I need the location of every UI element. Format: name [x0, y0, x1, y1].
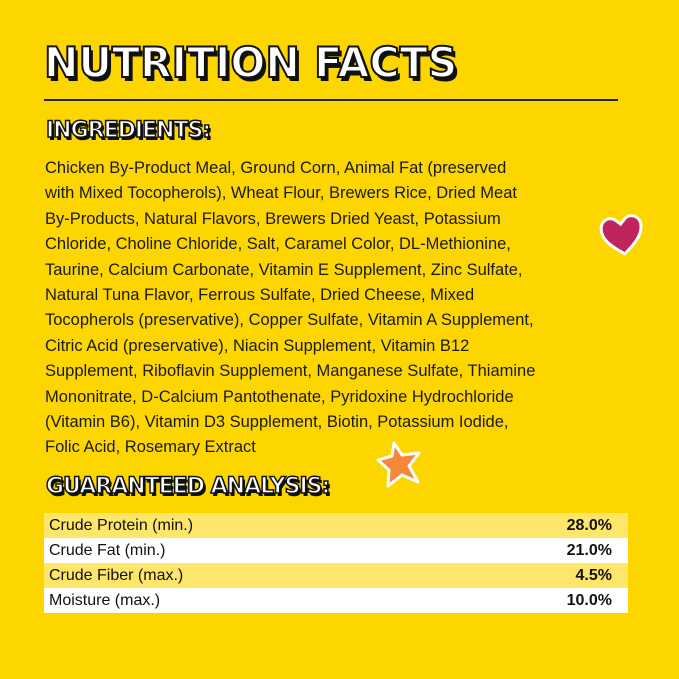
ingredients-line: Chloride, Choline Chloride, Salt, Carame… — [45, 235, 511, 254]
ingredients-line: (Vitamin B6), Vitamin D3 Supplement, Bio… — [45, 413, 509, 432]
ingredients-line: Taurine, Calcium Carbonate, Vitamin E Su… — [45, 260, 523, 279]
ingredients-line: Citric Acid (preservative), Niacin Suppl… — [45, 336, 470, 355]
row-label: Crude Fat (min.) — [49, 541, 166, 559]
table-row: Crude Protein (min.) 28.0% — [44, 513, 628, 538]
ingredients-text: Chicken By-Product Meal, Ground Corn, An… — [45, 156, 535, 461]
table-row: Crude Fat (min.) 21.0% — [44, 538, 628, 563]
row-value: 28.0% — [566, 516, 612, 534]
star-icon — [376, 441, 421, 488]
ingredients-line: Chicken By-Product Meal, Ground Corn, An… — [45, 159, 507, 177]
row-label: Crude Fiber (max.) — [49, 566, 184, 584]
ingredients-line: with Mixed Tocopherols), Wheat Flour, Br… — [45, 184, 517, 203]
row-value: 21.0% — [566, 541, 612, 559]
row-label: Crude Protein (min.) — [49, 516, 194, 534]
table-row: Moisture (max.) 10.0% — [44, 588, 628, 613]
row-label: Moisture (max.) — [49, 591, 161, 609]
ingredients-line: Tocopherols (preservative), Copper Sulfa… — [45, 311, 534, 330]
row-value: 4.5% — [575, 566, 612, 584]
ingredients-heading: INGREDIENTS: — [45, 117, 212, 144]
analysis-heading: GUARANTEED ANALYSIS: — [45, 473, 331, 500]
ingredients-line: Supplement, Riboflavin Supplement, Manga… — [45, 362, 536, 381]
page-title: NUTRITION FACTS — [43, 37, 458, 88]
analysis-table: Crude Protein (min.) 28.0% Crude Fat (min… — [44, 513, 628, 613]
ingredients-line: By-Products, Natural Flavors, Brewers Dr… — [45, 209, 501, 228]
ingredients-line: Folic Acid, Rosemary Extract — [45, 438, 256, 457]
ingredients-line: Natural Tuna Flavor, Ferrous Sulfate, Dr… — [45, 286, 475, 305]
row-value: 10.0% — [566, 591, 612, 609]
divider — [44, 99, 618, 101]
table-row: Crude Fiber (max.) 4.5% — [44, 563, 628, 588]
heart-icon — [599, 214, 643, 256]
ingredients-line: Mononitrate, D-Calcium Pantothenate, Pyr… — [45, 387, 514, 406]
